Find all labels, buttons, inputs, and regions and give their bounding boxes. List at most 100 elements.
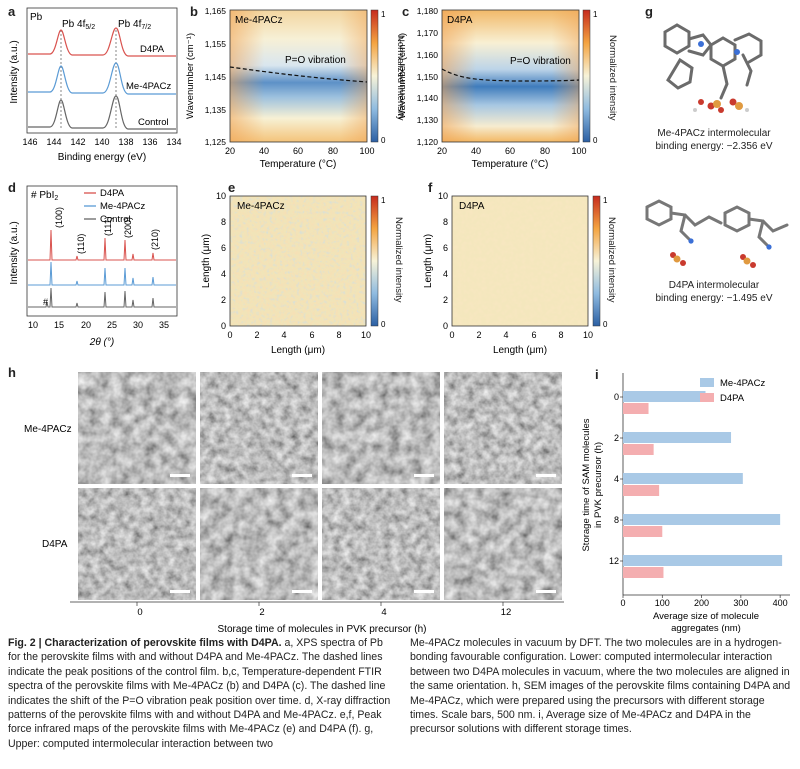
- map-title: D4PA: [459, 201, 485, 212]
- svg-text:1,135: 1,135: [205, 105, 227, 115]
- svg-text:80: 80: [328, 146, 338, 156]
- c-ylabel: Wavenumber (cm⁻¹): [397, 33, 408, 119]
- svg-text:10: 10: [28, 320, 38, 330]
- bar-d4pa-8h: [623, 526, 663, 537]
- bar-me4pacz-0h: [623, 391, 706, 402]
- svg-text:6: 6: [309, 330, 314, 340]
- colorbar: [370, 195, 379, 327]
- svg-text:10: 10: [438, 191, 448, 201]
- svg-text:8: 8: [221, 217, 226, 227]
- e-yticks: 0 2 4 6 8 10: [216, 191, 226, 331]
- svg-text:1,160: 1,160: [417, 50, 439, 60]
- legend-me4pacz: Me-4PACz: [126, 81, 171, 92]
- svg-text:(200): (200): [123, 217, 133, 238]
- xrd-me4pacz-line: [28, 261, 176, 286]
- pfir-map-e: Me-4PACz 0 2 4 6 8 10 0 2 4 6 8 10 Lengt…: [201, 191, 386, 356]
- bar-me4pacz-2h: [623, 432, 732, 443]
- svg-text:30: 30: [133, 320, 143, 330]
- e-xticks: 0 2 4 6 8 10: [227, 330, 371, 340]
- xps-d4pa-line: [28, 27, 176, 57]
- b-cbar-label: Normalized intensity: [395, 35, 406, 121]
- xrd-chart: # PbI2 D4PA Me-4PACz Control (100) (110)…: [9, 185, 178, 348]
- svg-text:0: 0: [381, 136, 386, 145]
- svg-text:0: 0: [221, 321, 226, 331]
- panel-label-f: f: [428, 180, 433, 195]
- svg-text:1,155: 1,155: [205, 39, 227, 49]
- legend-d4pa: D4PA: [720, 393, 745, 404]
- col-labels: 0 2 4 12: [137, 607, 511, 618]
- svg-text:10: 10: [216, 191, 226, 201]
- svg-text:1,145: 1,145: [205, 72, 227, 82]
- vibration-annotation: P=O vibration: [285, 55, 346, 66]
- sem-row-me4pacz: [78, 372, 562, 484]
- svg-text:60: 60: [293, 146, 303, 156]
- map-title: Me-4PACz: [235, 15, 283, 26]
- svg-text:0: 0: [137, 607, 142, 618]
- pO-shift-line: [229, 66, 368, 83]
- svg-text:2: 2: [221, 295, 226, 305]
- svg-text:8: 8: [336, 330, 341, 340]
- svg-text:40: 40: [259, 146, 269, 156]
- c-xticks: 20 40 60 80 100: [437, 146, 587, 156]
- row-label-d4pa: D4PA: [42, 539, 68, 550]
- xrd-d4pa-line: [28, 229, 176, 261]
- svg-text:2: 2: [254, 330, 259, 340]
- svg-text:40: 40: [471, 146, 481, 156]
- svg-text:(111): (111): [103, 216, 113, 236]
- svg-text:1: 1: [603, 196, 608, 205]
- row-label-me4pacz: Me-4PACz: [24, 424, 72, 435]
- pO-shift-line: [441, 68, 580, 82]
- i-ylabel-2: in PVK precursor (h): [593, 442, 604, 528]
- b-xticks: 20 40 60 80 100: [225, 146, 375, 156]
- x-tick-label: 200: [694, 598, 709, 608]
- x-tick-label: 0: [620, 598, 625, 608]
- svg-text:(100): (100): [54, 207, 64, 228]
- svg-text:6: 6: [531, 330, 536, 340]
- sem-image: [78, 372, 196, 484]
- panel-label-d: d: [8, 180, 16, 195]
- svg-text:1,120: 1,120: [417, 137, 439, 147]
- y-tick-label: 2: [614, 433, 619, 443]
- vibration-annotation: P=O vibration: [510, 56, 571, 67]
- scale-bars: [170, 474, 556, 593]
- svg-text:146: 146: [22, 137, 37, 147]
- svg-text:144: 144: [46, 137, 61, 147]
- svg-text:1,125: 1,125: [205, 137, 227, 147]
- y-tick-label: 12: [609, 556, 619, 566]
- xps-chart: Pb Pb 4f5/2 Pb 4f7/2 D4PA Me-4PACz Contr…: [9, 7, 182, 163]
- svg-text:1: 1: [381, 10, 386, 19]
- colorbar: [592, 195, 601, 327]
- panel-label-a: a: [8, 4, 16, 19]
- x-tick-label: 300: [733, 598, 748, 608]
- svg-text:100: 100: [359, 146, 374, 156]
- h-xlabel: Storage time of molecules in PVK precurs…: [218, 624, 427, 635]
- c-xlabel: Temperature (°C): [472, 159, 549, 170]
- element-label: Pb: [30, 12, 43, 23]
- legend: Me-4PACz D4PA: [700, 378, 765, 404]
- svg-text:2: 2: [443, 295, 448, 305]
- svg-text:0: 0: [443, 321, 448, 331]
- map-title: Me-4PACz: [237, 201, 285, 212]
- colorbar: [370, 9, 379, 143]
- svg-text:10: 10: [361, 330, 371, 340]
- svg-text:1,165: 1,165: [205, 6, 227, 16]
- svg-text:1: 1: [593, 10, 598, 19]
- hash-mark: #: [43, 297, 48, 307]
- svg-text:1,170: 1,170: [417, 28, 439, 38]
- svg-text:8: 8: [443, 217, 448, 227]
- svg-text:0: 0: [603, 320, 608, 329]
- svg-text:20: 20: [81, 320, 91, 330]
- svg-text:142: 142: [70, 137, 85, 147]
- svg-text:20: 20: [437, 146, 447, 156]
- svg-text:4: 4: [503, 330, 508, 340]
- molecule-me4pacz-image: [663, 23, 763, 113]
- f-ylabel: Length (μm): [423, 234, 434, 288]
- y-tick-label: 8: [614, 515, 619, 525]
- svg-text:4: 4: [221, 269, 226, 279]
- g-upper-caption: Me-4PACz intermolecular binding energy: …: [655, 128, 773, 152]
- sem-image: [200, 372, 318, 484]
- xrd-xticks: 10 15 20 25 30 35: [28, 320, 169, 330]
- svg-text:1,130: 1,130: [417, 115, 439, 125]
- sem-image: [322, 488, 440, 600]
- b-yticks: 1,165 1,155 1,145 1,135 1,125: [205, 6, 227, 147]
